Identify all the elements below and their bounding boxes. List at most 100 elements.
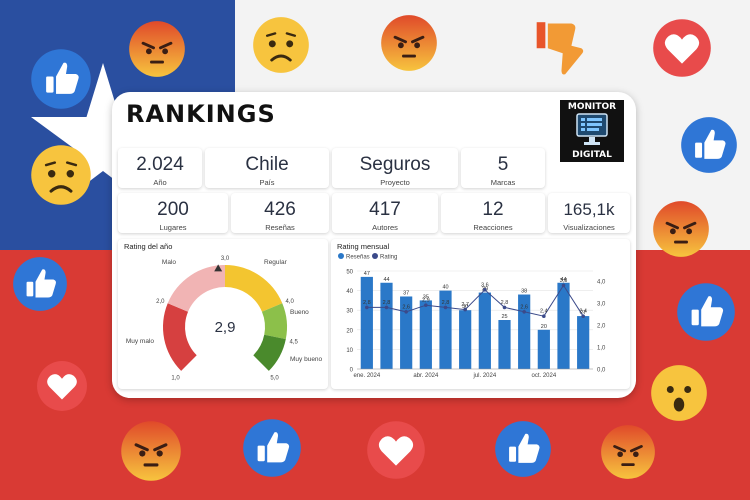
kpi-reviews: 426 Reseñas [231, 193, 329, 233]
rating-point [384, 305, 389, 310]
y2-tick-label: 4,0 [597, 280, 606, 286]
rating-point [424, 303, 428, 307]
kpi-year-caption: Año [153, 178, 167, 187]
rating-data-label: 2,6 [402, 304, 410, 310]
kpi-country-value: Chile [245, 154, 289, 175]
rating-data-label: 2,4 [540, 309, 548, 315]
kpi-views-caption: Visualizaciones [563, 223, 615, 232]
rating-point [463, 307, 467, 312]
bar-data-label: 25 [501, 314, 507, 320]
bar [498, 320, 511, 369]
gauge-segment-very-bad [163, 303, 197, 371]
rating-data-label: 2,8 [442, 300, 450, 306]
rating-data-label: 3,8 [560, 278, 568, 284]
angry-icon [120, 420, 182, 482]
gauge-tick-label: 5,0 [270, 375, 279, 381]
kpi-reactions: 12 Reacciones [441, 193, 545, 233]
y-tick-label: 50 [346, 270, 353, 276]
angry-icon [652, 200, 710, 258]
y2-tick-label: 3,0 [597, 302, 606, 308]
bar [459, 310, 472, 369]
gauge-panel: Rating del año 2,9 1,0 2,0 3,0 4,0 4,5 5,0 Malo… [118, 239, 328, 389]
y-tick-label: 10 [346, 348, 353, 354]
y-tick-label: 0 [350, 368, 354, 374]
bar [419, 300, 432, 369]
rating-point [522, 310, 526, 314]
rating-data-label: 2,8 [501, 300, 509, 306]
kpi-reactions-value: 12 [482, 199, 504, 220]
bar [518, 294, 531, 369]
x-tick-label: oct. 2024 [531, 373, 556, 379]
gauge-segment-good [261, 303, 287, 340]
gauge-segment-very-good [253, 334, 286, 371]
x-tick-label: abr. 2024 [413, 373, 439, 379]
bar [360, 276, 373, 369]
legend-label-resenas: Reseñas [346, 255, 370, 261]
kpi-authors-value: 417 [369, 199, 401, 220]
thumbs-up-icon [680, 116, 738, 174]
y2-tick-label: 0,0 [597, 368, 606, 374]
gauge-tick-label: 3,0 [221, 256, 230, 262]
rating-point [483, 288, 487, 292]
rating-point [502, 305, 507, 310]
thumbs-up-icon [30, 48, 92, 110]
chart-title: Rating mensual [337, 242, 390, 251]
rating-data-label: 2,4 [579, 309, 587, 315]
y-tick-label: 40 [346, 289, 353, 295]
kpi-brands-caption: Marcas [490, 178, 516, 187]
y-tick-label: 30 [346, 309, 353, 315]
heart-icon [36, 360, 88, 412]
kpi-views: 165,1k Visualizaciones [548, 193, 630, 233]
sad-icon [30, 144, 92, 206]
bar-data-label: 38 [521, 289, 527, 295]
bar [439, 290, 452, 369]
logo-line-2: DIGITAL [572, 150, 612, 160]
kpi-year: 2.024 Año [118, 148, 202, 188]
monthly-chart-panel: Rating mensual Reseñas Rating 0 10 20 30 40 50 0… [331, 239, 630, 389]
bar [478, 292, 491, 369]
bar-data-label: 44 [560, 277, 566, 283]
bar [537, 329, 550, 369]
rating-data-label: 2,9 [422, 298, 430, 304]
thumbs-up-icon [676, 282, 736, 342]
angry-icon [128, 20, 186, 78]
monitor-icon [576, 113, 608, 145]
rating-data-label: 2,8 [383, 300, 391, 306]
monitor-digital-logo: MONITOR DIGITAL [560, 100, 624, 162]
y-tick-label: 20 [346, 328, 353, 334]
bar-data-label: 27 [580, 310, 586, 316]
thumbs-up-icon [12, 256, 68, 312]
gauge-category-label: Muy bueno [290, 356, 323, 363]
kpi-project-value: Seguros [359, 154, 431, 175]
gauge-category-label: Regular [264, 259, 288, 266]
y2-tick-label: 2,0 [597, 324, 606, 330]
monthly-rating-chart: Reseñas Rating 0 10 20 30 40 50 0,0 1,0 2,0 3,0 4,0 4… [338, 253, 606, 379]
heart-icon [652, 18, 712, 78]
kpi-reviews-value: 426 [264, 199, 296, 220]
rating-point [404, 310, 408, 314]
legend-label-rating: Rating [380, 255, 397, 261]
bar [400, 296, 413, 369]
rating-data-label: 2,8 [363, 300, 371, 306]
bar-data-label: 30 [462, 304, 468, 310]
gauge-category-label: Malo [162, 259, 176, 266]
gauge-segment-bad [167, 265, 225, 312]
rating-point [365, 305, 369, 310]
rating-line [366, 284, 584, 317]
kpi-reviews-caption: Reseñas [265, 223, 295, 232]
angry-icon [600, 424, 656, 480]
kpi-authors: 417 Autores [332, 193, 438, 233]
gauge-tick-label: 4,5 [289, 340, 298, 346]
kpi-country-caption: País [259, 178, 275, 187]
gauge-marker [214, 264, 223, 272]
gauge-tick-label: 2,0 [156, 299, 165, 305]
kpi-project: Seguros Proyecto [332, 148, 458, 188]
kpi-views-value: 165,1k [563, 200, 615, 219]
rating-data-label: 2,7 [461, 302, 469, 308]
kpi-brands-value: 5 [497, 154, 509, 175]
rating-data-label: 3,6 [481, 282, 489, 288]
bar-data-label: 40 [442, 285, 448, 291]
bar-data-label: 44 [383, 277, 389, 283]
y2-tick-label: 1,0 [597, 346, 606, 352]
kpi-places-value: 200 [157, 199, 189, 220]
